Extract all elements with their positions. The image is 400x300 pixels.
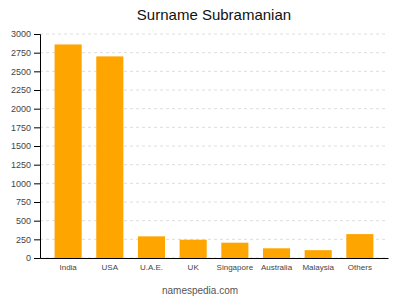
grid-line	[40, 146, 388, 147]
y-tick-label: 750	[16, 197, 31, 207]
grid	[40, 34, 388, 258]
title: Surname Subramanian	[137, 6, 291, 23]
y-tick: 0	[26, 253, 40, 263]
chart: 0 250 500 750 1000 1250 1500 1750 2000 2250 2500 27…	[0, 0, 400, 300]
x-tick-label: UK	[188, 263, 200, 272]
grid-line	[40, 239, 388, 240]
x-axis: India USA U.A.E. UK Singapore Australia Malays…	[41, 259, 389, 272]
y-tick: 1500	[11, 141, 40, 151]
y-tick-mark	[34, 221, 40, 222]
y-tick: 2000	[11, 104, 40, 114]
y-tick-mark	[34, 183, 40, 184]
y-tick: 500	[16, 216, 40, 226]
x-tick: USA	[102, 263, 119, 272]
y-tick-label: 1500	[11, 141, 31, 151]
bar	[346, 234, 373, 258]
x-tick: Singapore	[217, 263, 254, 272]
y-tick-mark	[34, 165, 40, 166]
y-tick: 750	[16, 197, 40, 207]
x-tick-label: USA	[102, 263, 119, 272]
x-tick-label: India	[59, 263, 77, 272]
x-tick: Malaysia	[302, 263, 334, 272]
grid-line	[40, 34, 388, 35]
grid-line	[40, 90, 388, 91]
bars	[55, 44, 374, 258]
y-tick: 1000	[11, 179, 40, 189]
x-axis-line	[41, 258, 389, 259]
y-tick-mark	[34, 53, 40, 54]
y-tick-mark	[34, 90, 40, 91]
bar	[221, 243, 248, 258]
y-tick-label: 250	[16, 235, 31, 245]
y-tick-label: 1000	[11, 179, 31, 189]
bar	[55, 44, 82, 258]
y-tick-mark	[34, 71, 40, 72]
x-tick: Others	[348, 263, 372, 272]
y-tick-mark	[34, 258, 40, 259]
y-axis: 0 250 500 750 1000 1250 1500 1750 2000 2250 2500 27…	[11, 29, 41, 263]
y-tick-label: 0	[26, 253, 31, 263]
grid-line	[40, 108, 388, 109]
y-tick-mark	[34, 34, 40, 35]
y-tick: 250	[16, 235, 40, 245]
y-tick-mark	[34, 202, 40, 203]
y-tick: 2250	[11, 85, 40, 95]
x-tick: India	[59, 263, 77, 272]
y-tick: 1750	[11, 123, 40, 133]
y-tick-label: 1250	[11, 160, 31, 170]
x-tick: UK	[188, 263, 200, 272]
bar	[305, 250, 332, 258]
grid-line	[40, 202, 388, 203]
grid-line	[40, 71, 388, 72]
plot: 0 250 500 750 1000 1250 1500 1750 2000 2250 2500 27…	[11, 29, 389, 271]
y-tick: 3000	[11, 29, 40, 39]
y-axis-line	[34, 35, 41, 259]
grid-line	[40, 183, 388, 184]
y-tick-mark	[34, 109, 40, 110]
x-tick-label: Malaysia	[302, 263, 334, 272]
grid-line	[40, 220, 388, 221]
x-tick: U.A.E.	[140, 263, 163, 272]
x-tick-label: Australia	[261, 263, 293, 272]
y-tick-mark	[34, 127, 40, 128]
y-tick-label: 2750	[11, 48, 31, 58]
grid-line	[40, 164, 388, 165]
y-tick-label: 2250	[11, 85, 31, 95]
y-tick-mark	[34, 146, 40, 147]
y-tick: 1250	[11, 160, 40, 170]
y-tick-label: 3000	[11, 29, 31, 39]
bar	[180, 240, 207, 258]
x-tick-label: U.A.E.	[140, 263, 163, 272]
bar	[138, 236, 165, 258]
y-tick-label: 2500	[11, 67, 31, 77]
y-tick: 2750	[11, 48, 40, 58]
y-tick-label: 1750	[11, 123, 31, 133]
y-tick-label: 2000	[11, 104, 31, 114]
y-tick: 2500	[11, 67, 40, 77]
grid-line	[40, 52, 388, 53]
bar	[263, 248, 290, 258]
y-tick-mark	[34, 239, 40, 240]
bar	[96, 56, 123, 258]
x-tick-label: Singapore	[217, 263, 254, 272]
footer: namespedia.com	[162, 285, 238, 296]
x-tick: Australia	[261, 263, 293, 272]
x-tick-label: Others	[348, 263, 372, 272]
y-tick-label: 500	[16, 216, 31, 226]
grid-line	[40, 258, 388, 259]
grid-line	[40, 127, 388, 128]
